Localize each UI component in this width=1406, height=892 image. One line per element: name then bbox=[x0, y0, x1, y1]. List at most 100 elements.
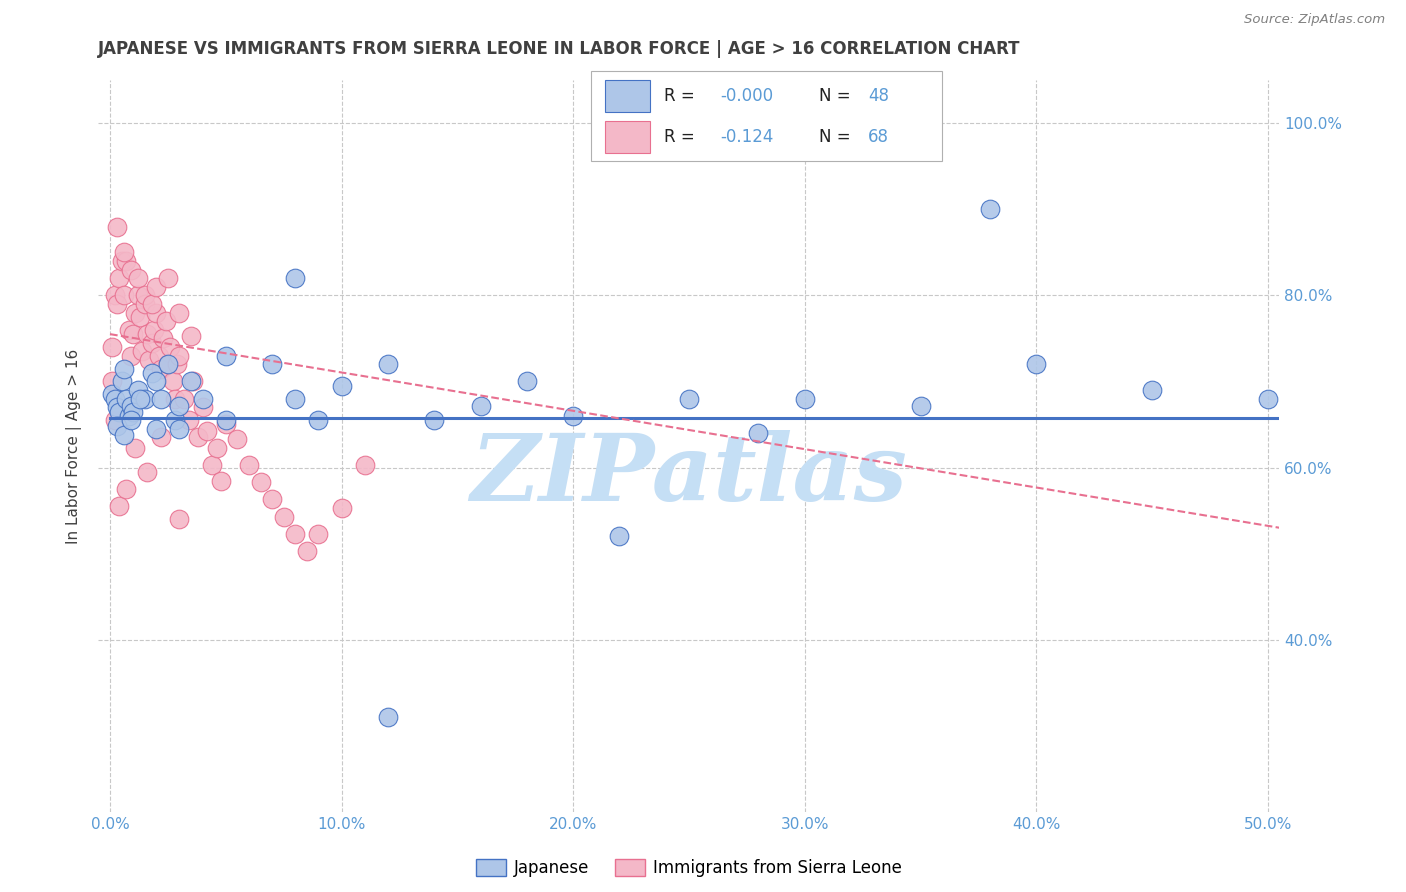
Point bbox=[205, 441, 228, 455]
Point bbox=[110, 375, 132, 389]
Point bbox=[112, 427, 135, 442]
Point bbox=[105, 401, 128, 415]
Point bbox=[112, 245, 135, 260]
Point bbox=[609, 529, 631, 543]
Point bbox=[120, 399, 142, 413]
Text: N =: N = bbox=[818, 128, 856, 146]
Point bbox=[169, 512, 191, 526]
Point bbox=[180, 329, 202, 343]
Point bbox=[377, 710, 399, 724]
Point bbox=[131, 344, 153, 359]
Point bbox=[793, 392, 815, 406]
Point bbox=[143, 323, 166, 337]
Point bbox=[166, 357, 188, 371]
Point bbox=[129, 392, 152, 406]
Point bbox=[1257, 392, 1279, 406]
Text: 68: 68 bbox=[868, 128, 889, 146]
Point bbox=[115, 482, 138, 496]
Point bbox=[120, 262, 142, 277]
Point bbox=[108, 500, 131, 514]
Point bbox=[112, 361, 135, 376]
Text: R =: R = bbox=[664, 128, 700, 146]
Point bbox=[215, 413, 238, 427]
Point bbox=[979, 202, 1001, 217]
Point bbox=[910, 399, 932, 413]
Point bbox=[104, 392, 127, 406]
FancyBboxPatch shape bbox=[591, 71, 942, 161]
Point bbox=[104, 413, 127, 427]
Point bbox=[136, 465, 159, 479]
Point bbox=[177, 413, 200, 427]
Text: 48: 48 bbox=[868, 87, 889, 105]
Point bbox=[127, 383, 149, 397]
Point bbox=[105, 419, 128, 434]
Point bbox=[122, 404, 145, 418]
Point bbox=[747, 426, 769, 441]
Point bbox=[120, 349, 142, 363]
Point bbox=[145, 305, 167, 319]
Point bbox=[169, 349, 191, 363]
Point bbox=[101, 387, 124, 401]
Point bbox=[124, 441, 146, 455]
Point bbox=[330, 378, 353, 392]
Point bbox=[101, 340, 124, 354]
Point bbox=[284, 526, 307, 541]
Point bbox=[149, 430, 172, 444]
Point bbox=[138, 353, 160, 368]
Point bbox=[169, 422, 191, 436]
Point bbox=[1025, 357, 1047, 371]
Text: -0.000: -0.000 bbox=[720, 87, 773, 105]
Point bbox=[110, 254, 132, 268]
Point bbox=[180, 375, 202, 389]
Point bbox=[108, 404, 131, 418]
Point bbox=[145, 422, 167, 436]
Point bbox=[284, 271, 307, 285]
Point bbox=[307, 413, 329, 427]
Point bbox=[104, 288, 127, 302]
Point bbox=[1140, 383, 1163, 397]
Point bbox=[134, 297, 156, 311]
Point bbox=[249, 475, 271, 490]
Point bbox=[262, 492, 284, 507]
Point bbox=[191, 392, 214, 406]
Point bbox=[136, 327, 159, 342]
Point bbox=[152, 331, 174, 345]
Point bbox=[423, 413, 446, 427]
Point bbox=[353, 458, 375, 472]
FancyBboxPatch shape bbox=[605, 80, 650, 112]
Point bbox=[262, 357, 284, 371]
Point bbox=[215, 417, 238, 432]
Point bbox=[169, 305, 191, 319]
FancyBboxPatch shape bbox=[605, 121, 650, 153]
Point bbox=[169, 399, 191, 413]
Point bbox=[295, 544, 318, 558]
Point bbox=[145, 375, 167, 389]
Point bbox=[163, 392, 186, 406]
Text: ZIPatlas: ZIPatlas bbox=[471, 430, 907, 520]
Point bbox=[120, 413, 142, 427]
Text: -0.124: -0.124 bbox=[720, 128, 773, 146]
Point bbox=[141, 297, 163, 311]
Point bbox=[105, 297, 128, 311]
Text: R =: R = bbox=[664, 87, 700, 105]
Point bbox=[678, 392, 700, 406]
Point bbox=[273, 509, 295, 524]
Point bbox=[108, 271, 131, 285]
Point bbox=[115, 392, 138, 406]
Text: N =: N = bbox=[818, 87, 856, 105]
Point bbox=[201, 458, 224, 472]
Point bbox=[112, 288, 135, 302]
Point bbox=[156, 357, 179, 371]
Legend: Japanese, Immigrants from Sierra Leone: Japanese, Immigrants from Sierra Leone bbox=[470, 853, 908, 884]
Point bbox=[284, 392, 307, 406]
Point bbox=[173, 392, 195, 406]
Point bbox=[101, 375, 124, 389]
Point bbox=[307, 526, 329, 541]
Point bbox=[209, 475, 232, 489]
Point bbox=[124, 305, 146, 319]
Point bbox=[183, 375, 205, 389]
Point bbox=[156, 357, 179, 371]
Point bbox=[156, 271, 179, 285]
Point bbox=[117, 323, 139, 337]
Point bbox=[163, 413, 186, 427]
